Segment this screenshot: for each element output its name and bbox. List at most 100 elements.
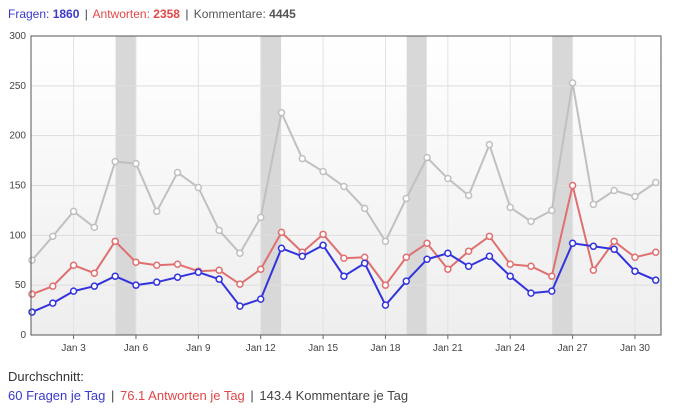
avg-questions: 60 Fragen je Tag	[8, 388, 106, 403]
averages-title: Durchschnitt:	[8, 369, 84, 384]
answers-point	[90, 269, 99, 277]
answers-point	[340, 254, 348, 263]
questions-point	[173, 273, 182, 281]
questions-point	[423, 255, 431, 264]
answers-point	[464, 247, 473, 256]
answers-total: 2358	[153, 7, 180, 21]
comments-point	[49, 232, 57, 241]
axis-labels: 0 50 100 150 200 250 300 Jan 3 Jan 6 Jan 9 Jan 12 J…	[9, 31, 650, 354]
answers-point	[568, 181, 577, 190]
answers-point	[49, 282, 57, 290]
comments-point	[652, 178, 660, 187]
answers-point	[319, 230, 327, 239]
separator: |	[250, 388, 254, 403]
answers-point	[631, 253, 639, 262]
activity-line-chart: 0 50 100 150 200 250 300 Jan 3 Jan 6 Jan 9 Jan 12 J…	[9, 31, 662, 354]
questions-point	[90, 282, 99, 290]
y-tick-label: 150	[9, 181, 26, 192]
answers-point	[423, 239, 431, 248]
y-tick-label: 250	[9, 81, 26, 92]
answers-point	[402, 253, 411, 262]
y-tick-label: 200	[9, 131, 26, 142]
questions-point	[527, 289, 535, 297]
comments-point	[236, 249, 244, 258]
y-tick-label: 0	[20, 330, 26, 341]
questions-point	[464, 262, 473, 270]
answers-point	[111, 237, 119, 246]
questions-point	[153, 278, 161, 286]
comments-point	[256, 213, 265, 222]
x-tick-label: Jan 30	[620, 343, 650, 354]
y-tick-label: 50	[15, 280, 27, 291]
questions-point	[298, 252, 307, 261]
avg-answers: 76.1 Antworten je Tag	[119, 388, 245, 403]
answers-point	[236, 280, 244, 288]
questions-point	[28, 308, 36, 316]
answers-point	[381, 281, 390, 289]
answers-label: Antworten:	[92, 7, 150, 21]
comments-point	[527, 217, 535, 226]
questions-point	[631, 267, 639, 275]
comments-point	[610, 186, 618, 195]
questions-point	[485, 252, 494, 261]
questions-point	[132, 281, 140, 289]
comments-point	[340, 182, 348, 191]
comments-total: 4445	[269, 7, 296, 21]
x-tick-label: Jan 12	[246, 343, 276, 354]
questions-point	[236, 302, 244, 310]
questions-point	[69, 287, 78, 295]
separator: |	[110, 388, 115, 403]
questions-label: Fragen:	[8, 7, 50, 21]
questions-point	[111, 272, 119, 280]
comments-point	[464, 191, 473, 200]
comments-point	[90, 223, 99, 232]
answers-point	[173, 260, 182, 268]
questions-point	[568, 239, 577, 248]
comments-point	[319, 167, 327, 176]
answers-point	[256, 265, 265, 273]
questions-point	[652, 276, 660, 284]
answers-point	[360, 253, 369, 262]
answers-point	[277, 228, 286, 237]
answers-point	[589, 266, 598, 274]
comments-point	[69, 207, 78, 216]
comments-point	[360, 204, 369, 213]
questions-point	[319, 241, 327, 250]
comments-label: Kommentare:	[193, 7, 266, 21]
x-tick-label: Jan 15	[308, 343, 338, 354]
comments-point	[548, 206, 556, 215]
x-tick-label: Jan 21	[433, 343, 463, 354]
totals-summary: Fragen: 1860 | Antworten: 2358 | Komment…	[8, 7, 296, 21]
questions-total: 1860	[52, 7, 80, 21]
questions-point	[215, 275, 223, 283]
questions-point	[444, 249, 452, 258]
comments-point	[506, 203, 514, 212]
comments-point	[402, 194, 411, 203]
answers-point	[132, 258, 140, 266]
questions-point	[277, 244, 286, 253]
comments-point	[589, 200, 598, 209]
avg-comments: 143.4 Kommentare je Tag	[259, 388, 409, 403]
comments-point	[277, 108, 286, 117]
questions-point	[548, 287, 556, 295]
x-tick-label: Jan 9	[186, 343, 211, 354]
comments-point	[568, 79, 577, 87]
questions-point	[506, 272, 514, 280]
answers-point	[610, 237, 618, 246]
comments-point	[173, 168, 182, 177]
comments-point	[215, 226, 223, 235]
comments-point	[444, 174, 452, 183]
answers-point	[485, 232, 494, 241]
separator: |	[185, 7, 189, 21]
questions-point	[256, 295, 265, 303]
averages-line: 60 Fragen je Tag | 76.1 Antworten je Tag…	[8, 388, 408, 403]
answers-point	[548, 272, 556, 280]
comments-point	[28, 256, 36, 264]
questions-point	[194, 268, 203, 276]
plot-border	[30, 35, 662, 336]
x-tick-label: Jan 6	[124, 343, 149, 354]
y-tick-label: 100	[9, 230, 26, 241]
y-tick-label: 300	[9, 31, 26, 42]
questions-point	[360, 259, 369, 267]
questions-point	[381, 301, 390, 309]
